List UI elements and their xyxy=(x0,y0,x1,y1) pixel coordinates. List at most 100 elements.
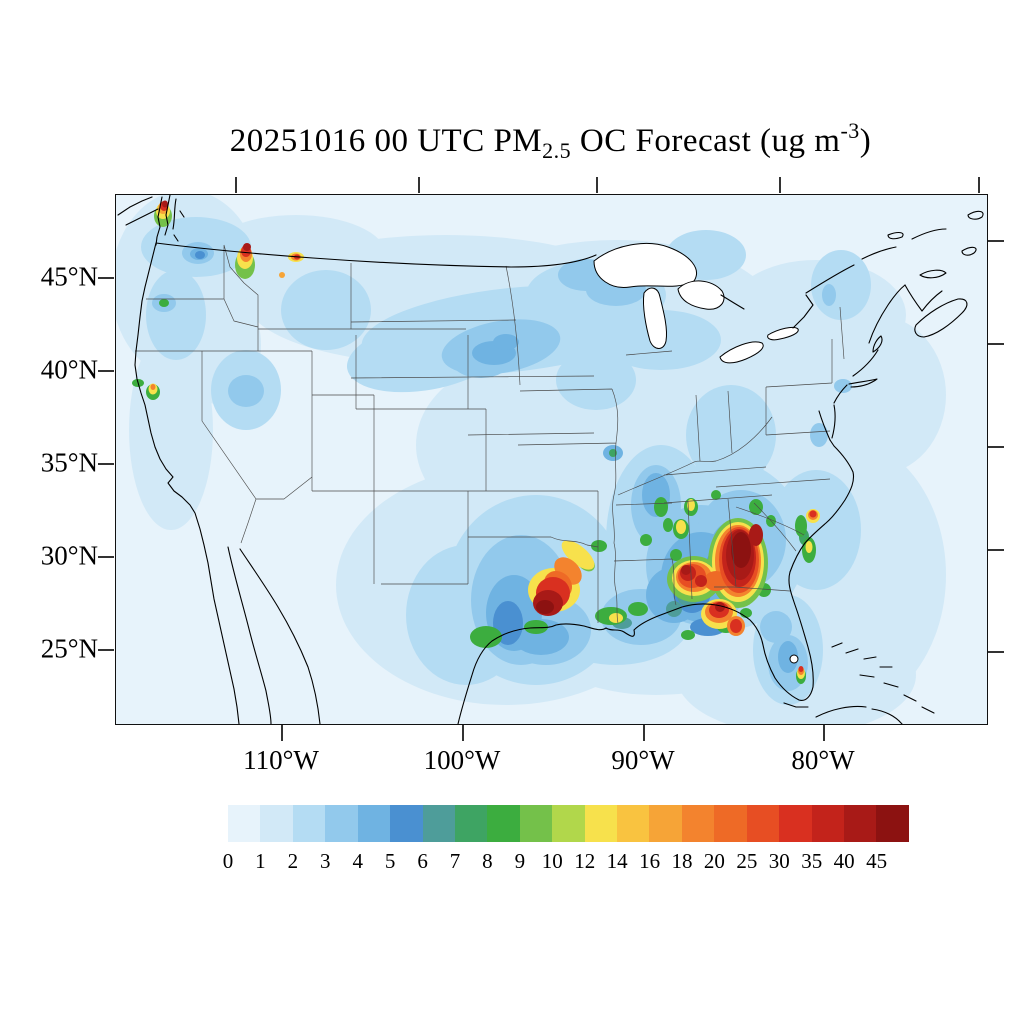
axis-tick xyxy=(988,549,1004,551)
colorbar-labels: 0 1 2 3 4 5 6 7 8 9 10 12 14 16 18 20 25 30 35 40 45 xyxy=(223,849,909,875)
x-axis-label: 110°W xyxy=(243,745,319,775)
colorbar-tick-label: 25 xyxy=(736,849,758,873)
contour-blob xyxy=(591,540,607,552)
contour-blob xyxy=(524,620,548,634)
contour-blob xyxy=(670,549,682,561)
colorbar-cell xyxy=(552,805,585,842)
y-axis-label: 25°N xyxy=(40,633,98,664)
colorbar-tick-label: 10 xyxy=(541,849,563,873)
colorbar-cell xyxy=(876,805,909,842)
contour-blob xyxy=(243,243,251,251)
contour-blob xyxy=(749,524,763,546)
contour-blob xyxy=(749,499,763,515)
contour-blob xyxy=(281,270,371,350)
title-text: 20251016 00 UTC PM xyxy=(229,123,543,159)
axis-tick xyxy=(596,177,598,193)
colorbar-tick-label: 6 xyxy=(417,849,428,873)
y-axis-label: 45°N xyxy=(40,261,98,292)
contour-blob xyxy=(609,613,623,623)
colorbar-cell xyxy=(584,805,618,842)
colorbar-cell xyxy=(487,805,520,842)
forecast-map xyxy=(116,195,984,724)
colorbar-tick-label: 1 xyxy=(255,849,266,873)
coastline-layer xyxy=(117,195,984,724)
contour-blob xyxy=(834,379,852,393)
contour-blob xyxy=(778,641,798,673)
colorbar xyxy=(228,805,909,842)
contour-blob xyxy=(715,602,725,612)
contour-blob xyxy=(810,423,828,447)
colorbar-cell xyxy=(649,805,682,842)
colorbar-tick-label: 4 xyxy=(352,849,363,873)
axis-tick xyxy=(988,651,1004,653)
colorbar-cell xyxy=(714,805,747,842)
contour-blob xyxy=(279,272,285,278)
contour-blob xyxy=(666,601,682,617)
colorbar-tick-label: 9 xyxy=(514,849,526,873)
contour-blob xyxy=(711,490,721,500)
title-subscript: 2.5 xyxy=(542,138,572,163)
colorbar-cell xyxy=(260,805,293,842)
contour-blob xyxy=(806,315,946,475)
contour-blob xyxy=(663,518,673,532)
y-axis-label: 35°N xyxy=(40,447,98,478)
x-axis-label: 80°W xyxy=(791,745,855,775)
y-axis-label: 30°N xyxy=(40,540,98,571)
title-text-end: ) xyxy=(859,123,872,159)
colorbar-tick-label: 3 xyxy=(320,849,331,873)
contour-blob xyxy=(681,630,695,640)
axis-tick xyxy=(462,725,464,741)
contour-field-layer xyxy=(116,195,946,724)
map-plot-area xyxy=(115,194,988,725)
title-text-mid: OC Forecast (ug m xyxy=(571,123,841,159)
contour-blob xyxy=(676,520,686,534)
axis-tick xyxy=(98,277,114,279)
colorbar-cell xyxy=(292,805,326,842)
contour-blob xyxy=(470,626,502,648)
colorbar-tick-label: 7 xyxy=(449,849,461,873)
contour-blob xyxy=(162,200,168,208)
axis-tick xyxy=(418,177,420,193)
contour-blob xyxy=(695,575,707,587)
colorbar-tick-label: 14 xyxy=(606,849,628,873)
contour-blob xyxy=(805,541,813,553)
axis-tick xyxy=(988,240,1004,242)
colorbar-tick-label: 40 xyxy=(833,849,855,873)
contour-blob xyxy=(228,375,264,407)
colorbar-tick-label: 16 xyxy=(639,849,661,873)
axis-tick xyxy=(823,725,825,741)
axis-tick xyxy=(98,463,114,465)
axis-tick xyxy=(98,370,114,372)
contour-blob xyxy=(609,449,617,457)
axis-tick xyxy=(281,725,283,741)
axis-tick xyxy=(988,343,1004,345)
contour-blob xyxy=(681,565,691,575)
contour-blob xyxy=(146,270,206,360)
colorbar-cell xyxy=(681,805,715,842)
axis-tick xyxy=(98,556,114,558)
contour-blob xyxy=(731,532,751,568)
colorbar-cell xyxy=(390,805,423,842)
colorbar-cell xyxy=(746,805,780,842)
contour-blob xyxy=(561,540,595,570)
title-superscript: -3 xyxy=(840,118,860,143)
x-axis-label: 100°W xyxy=(423,745,501,775)
colorbar-cell xyxy=(357,805,391,842)
plot-title: 20251016 00 UTC PM2.5 OC Forecast (ug m-… xyxy=(100,118,1001,164)
contour-blob xyxy=(654,497,668,517)
contour-blob xyxy=(809,510,817,518)
colorbar-cell xyxy=(844,805,877,842)
x-axis-label: 90°W xyxy=(611,745,675,775)
state-borders xyxy=(135,244,845,624)
colorbar-tick-label: 30 xyxy=(768,849,790,873)
colorbar-cell xyxy=(811,805,845,842)
colorbar-cell xyxy=(454,805,488,842)
colorbar-tick-label: 35 xyxy=(801,849,823,873)
contour-blob xyxy=(730,619,742,633)
colorbar-tick-label: 0 xyxy=(222,849,234,873)
axis-tick xyxy=(643,725,645,741)
colorbar-tick-label: 2 xyxy=(287,849,299,873)
contour-blob xyxy=(536,600,554,614)
colorbar-tick-label: 45 xyxy=(866,849,888,873)
